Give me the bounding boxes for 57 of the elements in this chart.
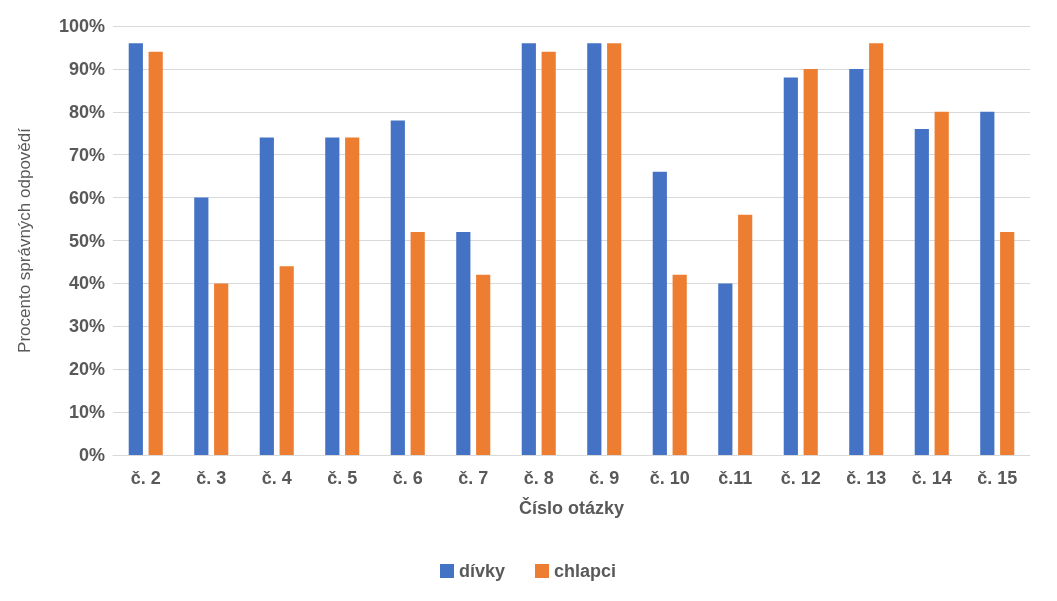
bar	[718, 283, 733, 455]
bar	[803, 68, 818, 455]
bar	[345, 137, 360, 455]
bar	[259, 137, 274, 455]
x-tick-label: č. 10	[649, 468, 690, 488]
x-tick-label: č. 8	[523, 468, 554, 488]
x-tick-label: č. 6	[392, 468, 423, 488]
bar	[128, 43, 143, 455]
y-tick-label: 80%	[68, 101, 105, 122]
bar	[521, 43, 536, 455]
bar	[587, 43, 602, 455]
legend-label: dívky	[458, 561, 505, 581]
bar	[738, 214, 753, 455]
x-tick-label: č. 9	[589, 468, 620, 488]
y-tick-label: 10%	[68, 402, 105, 423]
x-tick-label: č. 4	[261, 468, 292, 488]
bar	[869, 43, 884, 455]
y-tick-label: 60%	[68, 187, 105, 208]
y-tick-label: 30%	[68, 316, 105, 337]
y-tick-label: 40%	[68, 273, 105, 294]
bar	[849, 68, 864, 455]
x-tick-label: č. 7	[458, 468, 489, 488]
y-axis-title: Procento správných odpovědí	[15, 127, 34, 353]
y-tick-label: 0%	[78, 445, 105, 465]
y-tick-label: 100%	[58, 16, 105, 36]
bar	[390, 120, 405, 455]
x-tick-label: č. 15	[977, 468, 1018, 488]
x-tick-label: č. 12	[780, 468, 821, 488]
x-axis-title: Číslo otázky	[518, 497, 625, 518]
bar	[194, 197, 209, 455]
bar	[214, 283, 229, 455]
x-tick-label: č. 5	[327, 468, 358, 488]
bar	[410, 231, 425, 455]
bar	[980, 111, 995, 455]
bar	[783, 77, 798, 455]
bar	[934, 111, 949, 455]
bar	[1000, 231, 1015, 455]
y-tick-label: 50%	[68, 230, 105, 251]
bar	[279, 266, 294, 455]
y-tick-label: 20%	[68, 359, 105, 380]
x-tick-label: č.11	[718, 468, 753, 488]
y-tick-label: 90%	[68, 58, 105, 79]
bar	[476, 274, 491, 455]
x-tick-label: č. 13	[846, 468, 887, 488]
bar	[607, 43, 622, 455]
y-tick-label: 70%	[68, 144, 105, 165]
bar	[148, 51, 163, 455]
x-tick-label: č. 14	[911, 468, 952, 488]
bar	[652, 171, 667, 455]
bar	[541, 51, 556, 455]
bar	[456, 231, 471, 455]
bar	[914, 128, 929, 455]
x-tick-label: č. 3	[196, 468, 227, 488]
legend-label: chlapci	[554, 561, 617, 581]
bar	[672, 274, 687, 455]
x-tick-label: č. 2	[130, 468, 161, 488]
bar	[325, 137, 340, 455]
